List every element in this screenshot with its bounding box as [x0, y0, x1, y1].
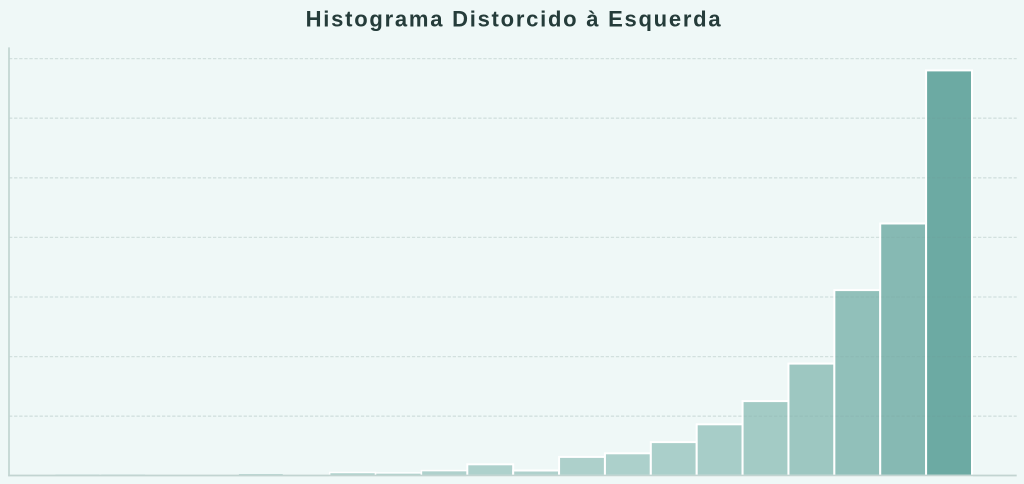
svg-text:Histograma Distorcido à Esquer: Histograma Distorcido à Esquerda [306, 6, 723, 31]
